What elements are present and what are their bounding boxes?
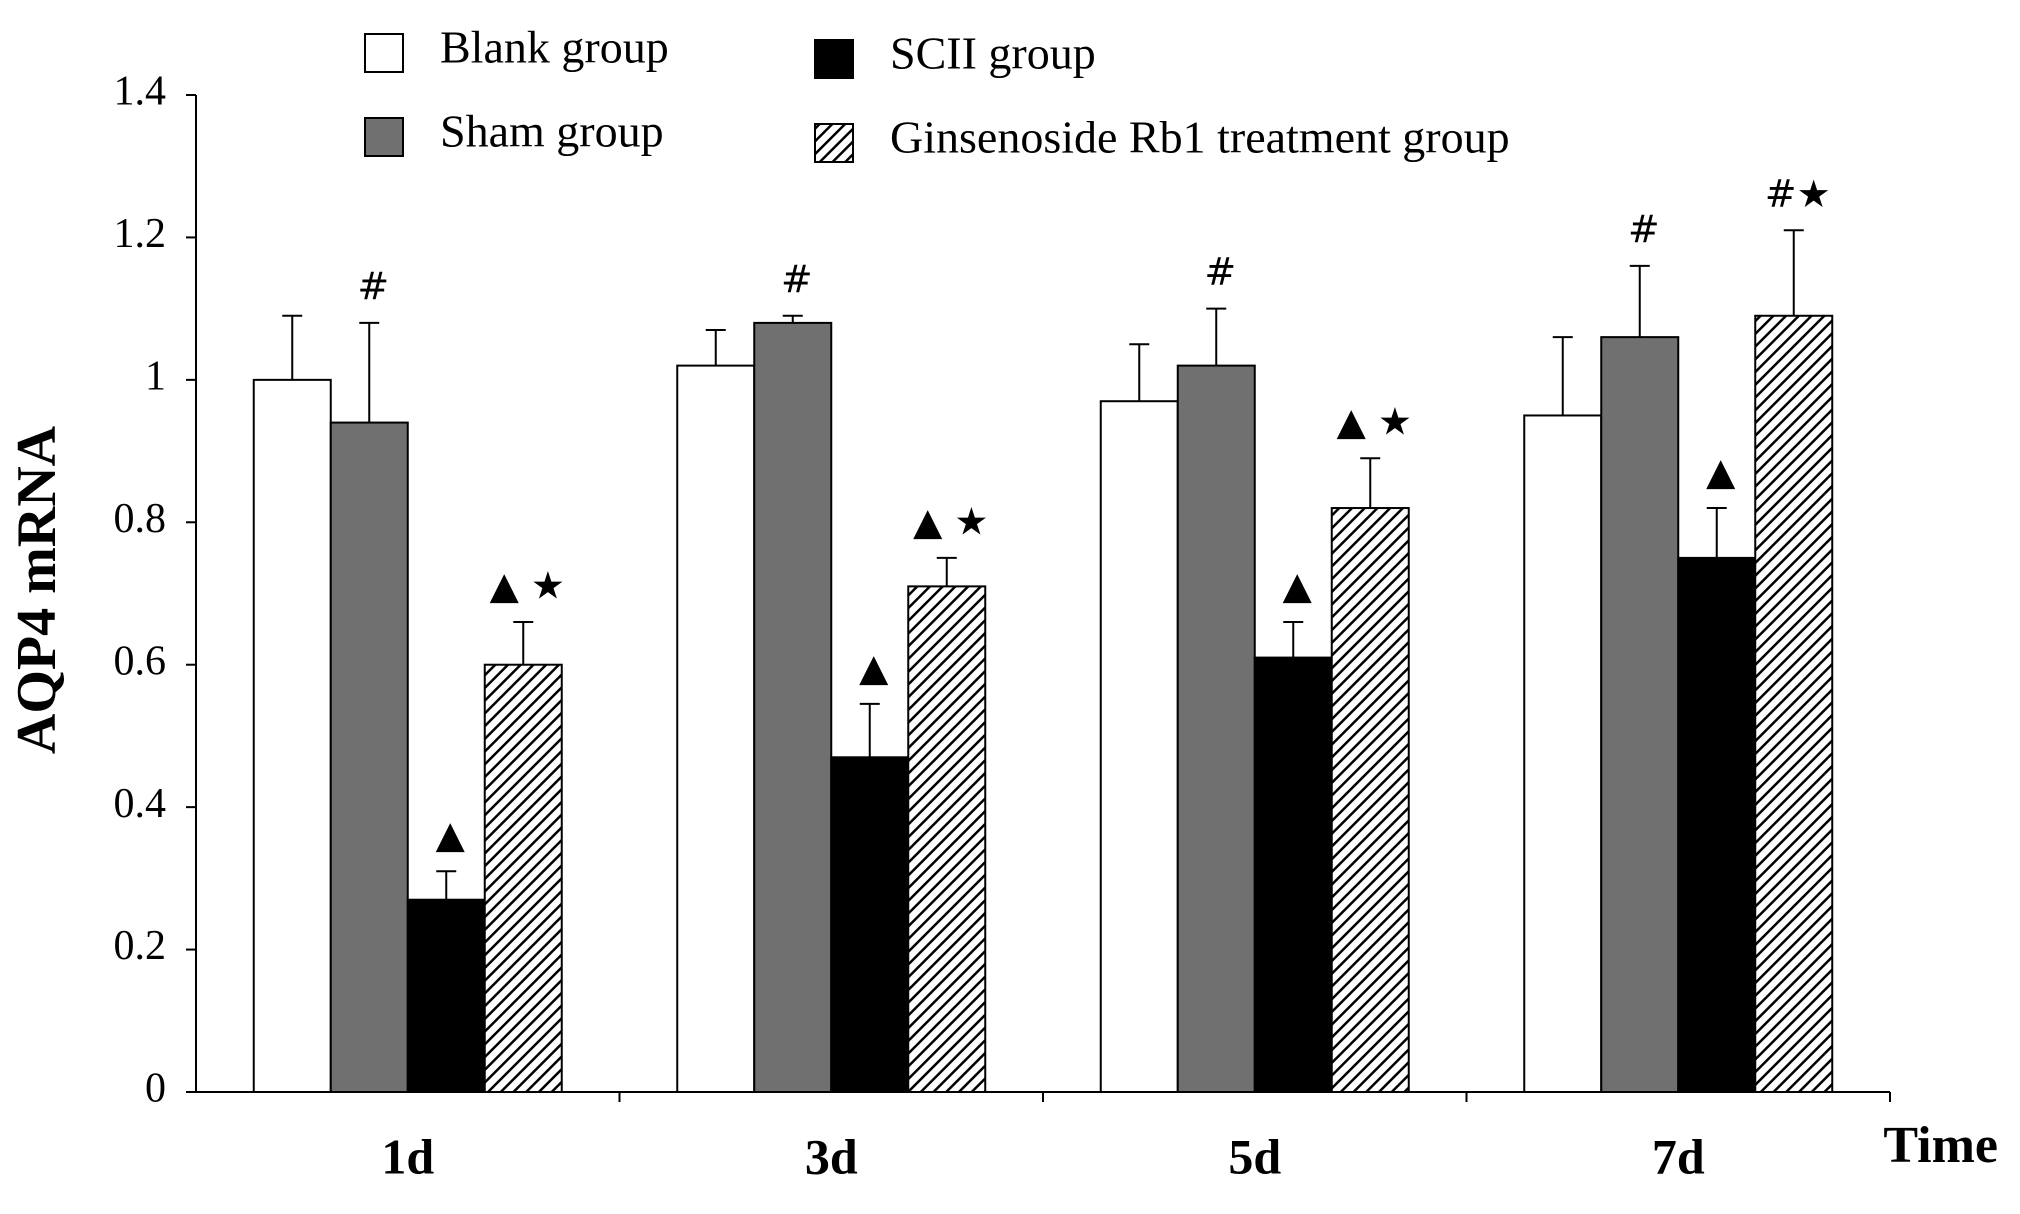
- x-tick-label: 5d: [1228, 1128, 1281, 1184]
- x-tick-label: 3d: [805, 1128, 858, 1184]
- x-tick-label: 1d: [381, 1128, 434, 1184]
- significance-marker: #★: [1765, 172, 1831, 216]
- legend-swatch: [814, 123, 854, 163]
- legend-swatch: [364, 33, 404, 73]
- bar: [1677, 556, 1757, 1093]
- y-tick-label: 1: [145, 353, 166, 399]
- significance-marker: #: [357, 264, 389, 308]
- bar: [1523, 414, 1603, 1093]
- legend-label: Ginsenoside Rb1 treatment group: [890, 112, 1510, 163]
- significance-marker: ▲: [1283, 563, 1313, 607]
- bar: [406, 898, 486, 1093]
- bar: [907, 585, 987, 1094]
- bar: [830, 756, 910, 1093]
- significance-marker: #: [781, 257, 813, 301]
- bar: [1176, 364, 1256, 1094]
- y-tick-label: 1.4: [114, 69, 167, 115]
- y-tick-label: 0.4: [114, 781, 167, 827]
- y-axis-label: AQP4 mRNA: [6, 425, 68, 754]
- x-axis-label: Time: [1883, 1117, 1998, 1174]
- bar: [329, 421, 409, 1094]
- significance-marker: ▲ ★: [1337, 400, 1412, 444]
- y-tick-label: 0.8: [114, 496, 167, 542]
- y-tick-label: 0: [145, 1066, 166, 1112]
- bar: [252, 378, 332, 1094]
- bar: [1253, 656, 1333, 1093]
- significance-marker: ▲: [1706, 450, 1736, 494]
- significance-marker: ▲ ★: [490, 563, 565, 607]
- legend-label: Blank group: [440, 22, 669, 73]
- legend-label: Sham group: [440, 106, 664, 157]
- x-tick-label: 7d: [1652, 1128, 1705, 1184]
- y-tick-label: 0.2: [114, 923, 167, 969]
- y-tick-label: 0.6: [114, 638, 167, 684]
- legend-label: SCII group: [890, 28, 1096, 79]
- significance-marker: ▲: [859, 645, 889, 689]
- significance-marker: #: [1628, 207, 1660, 251]
- bar: [1754, 314, 1834, 1093]
- y-tick-label: 1.2: [114, 211, 167, 257]
- bar: [1600, 336, 1680, 1093]
- significance-marker: ▲ ★: [913, 499, 988, 543]
- bar: [676, 364, 756, 1094]
- significance-marker: #: [1204, 250, 1236, 294]
- bar: [1330, 507, 1410, 1093]
- legend-swatch: [364, 117, 404, 157]
- bar: [1099, 400, 1179, 1093]
- bar: [483, 663, 563, 1093]
- legend-swatch: [814, 39, 854, 79]
- bar: [753, 321, 833, 1093]
- significance-marker: ▲: [436, 813, 466, 857]
